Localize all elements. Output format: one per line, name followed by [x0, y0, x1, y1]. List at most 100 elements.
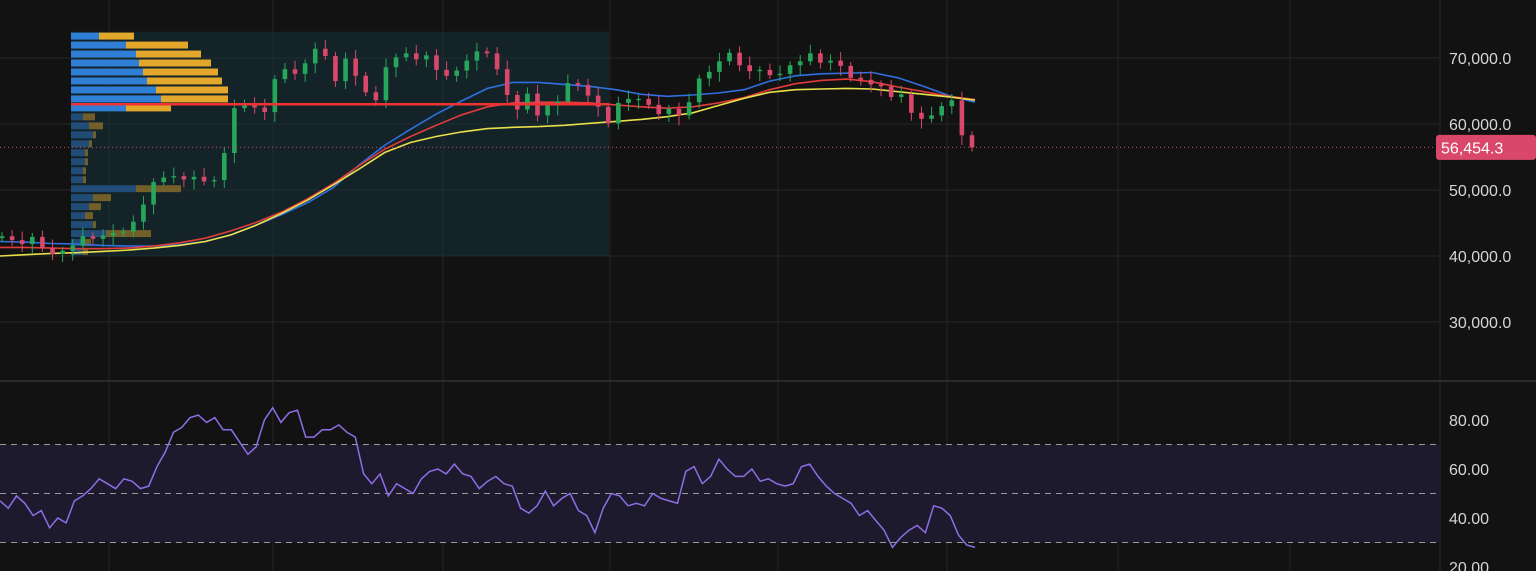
candle[interactable] [464, 54, 470, 79]
candle[interactable] [666, 104, 672, 123]
candle[interactable] [909, 90, 914, 121]
candle[interactable] [393, 53, 399, 78]
candle[interactable] [585, 78, 591, 104]
candle[interactable] [838, 52, 843, 76]
candle[interactable] [656, 96, 662, 121]
candle[interactable] [302, 59, 308, 82]
candle[interactable] [929, 106, 934, 123]
candle[interactable] [100, 229, 106, 247]
candle[interactable] [747, 56, 753, 80]
candle[interactable] [737, 46, 742, 72]
candle[interactable] [565, 74, 571, 106]
candle[interactable] [605, 102, 611, 128]
candle[interactable] [919, 106, 924, 129]
candle[interactable] [696, 74, 702, 109]
candle[interactable] [151, 178, 156, 215]
candle[interactable] [363, 71, 369, 97]
candle[interactable] [312, 42, 318, 74]
candle[interactable] [949, 93, 955, 115]
candle[interactable] [282, 62, 288, 84]
candle[interactable] [60, 246, 65, 262]
candle[interactable] [858, 71, 864, 86]
candle[interactable] [221, 146, 227, 189]
candle[interactable] [717, 52, 722, 82]
candle[interactable] [888, 80, 894, 101]
candle[interactable] [444, 61, 449, 80]
candle[interactable] [454, 66, 459, 82]
candle[interactable] [0, 232, 5, 243]
candle[interactable] [898, 85, 904, 103]
candle[interactable] [868, 71, 874, 93]
candle-body [343, 58, 348, 82]
candle[interactable] [90, 232, 96, 245]
candle[interactable] [969, 131, 975, 152]
candle[interactable] [848, 61, 854, 82]
candle[interactable] [575, 79, 581, 91]
candle[interactable] [595, 87, 601, 117]
candle[interactable] [525, 87, 530, 114]
last-price-tag[interactable]: 56,454.3 [1436, 134, 1536, 160]
candle[interactable] [80, 227, 86, 250]
candle[interactable] [413, 44, 419, 66]
candle[interactable] [110, 224, 116, 246]
candle[interactable] [171, 167, 177, 184]
candle[interactable] [373, 86, 379, 107]
candle[interactable] [474, 42, 480, 71]
candle[interactable] [706, 65, 712, 87]
candle[interactable] [191, 170, 197, 190]
volume-profile-down-bar [147, 77, 222, 85]
candle[interactable] [30, 232, 35, 255]
candle[interactable] [818, 49, 823, 69]
candle[interactable] [70, 239, 76, 261]
candle[interactable] [232, 99, 237, 163]
candle[interactable] [797, 55, 803, 76]
candle[interactable] [727, 48, 732, 66]
candle[interactable] [808, 44, 813, 66]
candle[interactable] [787, 61, 793, 82]
candle[interactable] [828, 54, 833, 71]
candlestick-series[interactable] [0, 40, 975, 262]
candle[interactable] [959, 91, 965, 146]
candle[interactable] [939, 102, 944, 122]
candle[interactable] [40, 230, 45, 253]
price-axis[interactable]: 70,000.0 60,000.0 50,000.0 40,000.0 30,000.0 [1449, 51, 1511, 332]
candle[interactable] [333, 52, 338, 88]
candle[interactable] [161, 171, 166, 187]
candle[interactable] [403, 47, 409, 62]
candle[interactable] [777, 65, 783, 82]
candle[interactable] [201, 168, 207, 186]
candle[interactable] [19, 231, 25, 253]
candle[interactable] [636, 94, 641, 109]
candle[interactable] [141, 195, 146, 230]
candle[interactable] [181, 172, 187, 188]
candle[interactable] [323, 40, 328, 60]
candle[interactable] [343, 52, 348, 90]
candle[interactable] [292, 60, 298, 80]
candle[interactable] [494, 47, 500, 76]
volume-profile-down-bar [106, 230, 151, 238]
candle[interactable] [262, 98, 268, 121]
candle[interactable] [767, 63, 773, 80]
candle[interactable] [383, 58, 389, 109]
candle[interactable] [242, 99, 247, 113]
candle[interactable] [424, 51, 429, 68]
candle[interactable] [878, 80, 884, 97]
candle[interactable] [50, 239, 55, 260]
candle[interactable] [616, 96, 621, 130]
candle[interactable] [676, 102, 682, 126]
rsi-axis[interactable]: 80.00 60.00 40.00 20.00 [1449, 413, 1489, 571]
candle[interactable] [686, 93, 692, 120]
candle[interactable] [120, 227, 126, 237]
candle[interactable] [353, 50, 358, 86]
candle[interactable] [484, 47, 490, 58]
candle[interactable] [272, 75, 278, 123]
candle[interactable] [504, 60, 510, 103]
candle[interactable] [131, 215, 136, 238]
candle[interactable] [757, 65, 763, 82]
candle[interactable] [434, 49, 439, 80]
candle[interactable] [626, 90, 631, 111]
candle[interactable] [211, 176, 217, 188]
candle[interactable] [646, 92, 651, 109]
candle[interactable] [9, 229, 15, 247]
